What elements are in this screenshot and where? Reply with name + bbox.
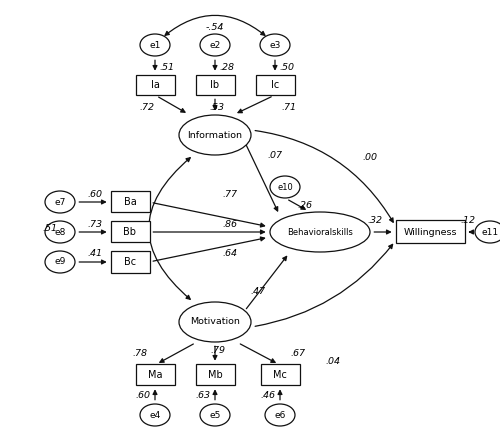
Text: e5: e5	[210, 411, 220, 420]
Text: .50: .50	[280, 63, 294, 71]
Text: e7: e7	[54, 198, 66, 206]
Ellipse shape	[265, 404, 295, 426]
Text: e3: e3	[270, 40, 280, 49]
Text: Behavioralskills: Behavioralskills	[287, 227, 353, 237]
Text: Ib: Ib	[210, 80, 220, 90]
Ellipse shape	[45, 251, 75, 273]
Text: .77: .77	[222, 190, 238, 198]
Text: .67: .67	[290, 349, 306, 358]
Text: .26: .26	[298, 201, 312, 210]
Text: e10: e10	[277, 182, 293, 191]
Text: .72: .72	[140, 103, 154, 111]
Text: .79: .79	[210, 346, 226, 355]
Text: Ba: Ba	[124, 197, 136, 207]
Text: Mc: Mc	[273, 370, 287, 380]
Text: .12: .12	[460, 215, 475, 225]
Ellipse shape	[179, 115, 251, 155]
FancyBboxPatch shape	[196, 75, 234, 95]
Text: .73: .73	[88, 219, 102, 229]
FancyBboxPatch shape	[110, 191, 150, 213]
Text: .28: .28	[220, 63, 234, 71]
Text: e6: e6	[274, 411, 285, 420]
Text: .78: .78	[132, 349, 148, 358]
Text: .51: .51	[160, 63, 174, 71]
Ellipse shape	[140, 34, 170, 56]
Text: e1: e1	[150, 40, 160, 49]
FancyBboxPatch shape	[136, 75, 174, 95]
Ellipse shape	[270, 212, 370, 252]
Text: e9: e9	[54, 258, 66, 266]
Ellipse shape	[260, 34, 290, 56]
Ellipse shape	[45, 191, 75, 213]
Text: .07: .07	[268, 151, 282, 159]
Ellipse shape	[475, 221, 500, 243]
Text: Mb: Mb	[208, 370, 222, 380]
Ellipse shape	[270, 176, 300, 198]
Text: .86: .86	[222, 219, 238, 229]
Text: .53: .53	[210, 103, 224, 111]
Text: .46: .46	[260, 391, 276, 400]
Text: .60: .60	[136, 391, 150, 400]
Ellipse shape	[200, 404, 230, 426]
Text: Bb: Bb	[124, 227, 136, 237]
FancyBboxPatch shape	[110, 251, 150, 273]
FancyBboxPatch shape	[260, 365, 300, 385]
Text: Ma: Ma	[148, 370, 162, 380]
FancyBboxPatch shape	[110, 222, 150, 242]
FancyBboxPatch shape	[256, 75, 294, 95]
Text: e4: e4	[150, 411, 160, 420]
Text: .00: .00	[362, 152, 378, 162]
Text: -.54: -.54	[206, 23, 224, 32]
FancyBboxPatch shape	[196, 365, 234, 385]
Ellipse shape	[140, 404, 170, 426]
Text: .04: .04	[325, 357, 340, 366]
Text: .32: .32	[368, 215, 382, 225]
FancyBboxPatch shape	[396, 221, 464, 243]
Text: .60: .60	[88, 190, 102, 198]
Text: Willingness: Willingness	[403, 227, 457, 237]
Text: .64: .64	[222, 250, 238, 258]
Text: .47: .47	[250, 288, 265, 297]
Text: Information: Information	[188, 131, 242, 139]
FancyBboxPatch shape	[136, 365, 174, 385]
Ellipse shape	[45, 221, 75, 243]
Text: e2: e2	[210, 40, 220, 49]
Ellipse shape	[200, 34, 230, 56]
Text: Bc: Bc	[124, 257, 136, 267]
Text: .41: .41	[88, 250, 102, 258]
Text: Ic: Ic	[271, 80, 279, 90]
Text: Ia: Ia	[150, 80, 160, 90]
Text: e8: e8	[54, 227, 66, 237]
Text: e11: e11	[482, 227, 498, 237]
Text: .71: .71	[282, 103, 296, 111]
Text: .51: .51	[42, 224, 58, 233]
Text: Motivation: Motivation	[190, 317, 240, 326]
Ellipse shape	[179, 302, 251, 342]
Text: .63: .63	[196, 391, 210, 400]
